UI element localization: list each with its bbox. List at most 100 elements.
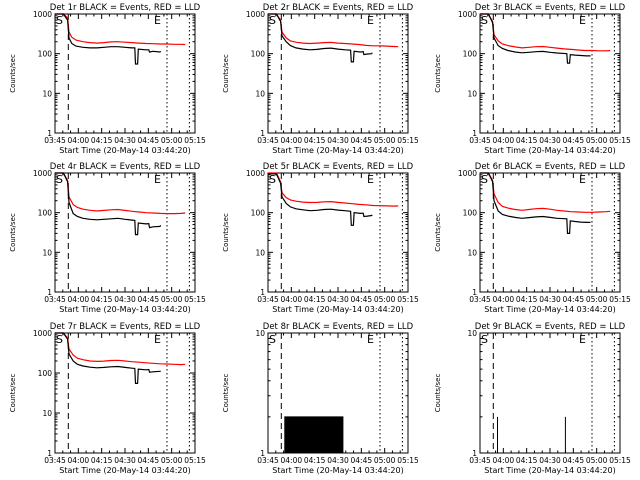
event-rate-line — [480, 13, 591, 64]
y-tick-label: 1 — [47, 129, 52, 138]
y-tick-label: 10 — [42, 409, 52, 418]
x-tick-label: 04:15 — [304, 295, 326, 304]
x-tick-label: 04:15 — [91, 136, 113, 145]
x-axis: 03:45 04:00 04:15 04:30 04:45 05:00 05:15 — [469, 333, 631, 465]
x-tick-label: 04:45 — [351, 456, 373, 465]
x-tick-label: 05:15 — [609, 136, 631, 145]
x-tick-label: 04:00 — [493, 456, 515, 465]
lld-rate-line — [480, 13, 611, 52]
x-tick-label: 05:15 — [184, 136, 206, 145]
x-tick-label: 05:15 — [609, 456, 631, 465]
y-axis-label: Counts/sec — [434, 374, 442, 413]
panel-title: Det 4r BLACK = Events, RED = LLD — [50, 162, 201, 172]
panel-8: Det 8r BLACK = Events, RED = LLD 1 10 Count… — [222, 322, 419, 475]
y-tick-label: 1 — [260, 129, 265, 138]
panel-2: Det 2r BLACK = Events, RED = LLD 1 10 100 10… — [222, 3, 419, 155]
y-tick-label: 1 — [472, 288, 477, 297]
x-tick-label: 04:00 — [281, 456, 303, 465]
event-rate-line — [268, 173, 373, 226]
panel-title: Det 6r BLACK = Events, RED = LLD — [475, 162, 626, 172]
y-axis: 1 10 100 1000 — [33, 10, 195, 138]
x-tick-label: 04:30 — [539, 295, 561, 304]
y-tick-label: 100 — [38, 50, 53, 59]
x-axis-label: Start Time (20-May-14 03:44:20) — [484, 466, 615, 475]
y-axis-label: Counts/sec — [222, 213, 230, 252]
x-tick-label: 04:30 — [539, 456, 561, 465]
x-axis: 03:45 04:00 04:15 04:30 04:45 05:00 05:15 — [469, 173, 631, 304]
plot-frame — [54, 13, 196, 134]
x-tick-label: 04:45 — [138, 295, 160, 304]
panel-title: Det 1r BLACK = Events, RED = LLD — [50, 3, 201, 13]
x-axis-label: Start Time (20-May-14 03:44:20) — [59, 146, 190, 155]
panel-7: Det 7r BLACK = Events, RED = LLD 1 10 100 10… — [9, 322, 206, 475]
y-tick-label: 1 — [260, 449, 265, 458]
y-axis: 1 10 100 1000 — [458, 169, 620, 297]
x-tick-label: 04:45 — [351, 295, 373, 304]
y-tick-label: 1 — [47, 288, 52, 297]
x-tick-label: 04:30 — [114, 456, 136, 465]
x-axis-label: Start Time (20-May-14 03:44:20) — [59, 305, 190, 314]
y-tick-label: 10 — [255, 329, 265, 338]
plot-frame — [267, 13, 409, 134]
y-tick-label: 1000 — [246, 169, 265, 178]
plot-frame — [479, 332, 621, 454]
x-tick-label: 04:30 — [327, 295, 349, 304]
x-tick-label: 05:00 — [374, 456, 396, 465]
end-marker-label: E — [367, 333, 374, 346]
x-axis: 03:45 04:00 04:15 04:30 04:45 05:00 05:15 — [257, 173, 419, 304]
lld-rate-line — [480, 172, 611, 213]
x-tick-label: 04:30 — [114, 136, 136, 145]
x-axis: 03:45 04:00 04:15 04:30 04:45 05:00 05:15 — [44, 173, 206, 304]
x-tick-label: 04:15 — [91, 456, 113, 465]
y-tick-label: 1000 — [33, 10, 52, 19]
start-marker-label: S — [481, 333, 488, 346]
x-tick-label: 04:45 — [138, 456, 160, 465]
plot-frame — [479, 172, 621, 293]
x-tick-label: 03:45 — [469, 136, 491, 145]
x-tick-label: 03:45 — [469, 295, 491, 304]
x-tick-label: 04:15 — [516, 456, 538, 465]
x-tick-label: 05:00 — [586, 456, 608, 465]
lld-rate-line — [55, 13, 186, 46]
lld-rate-line — [55, 332, 186, 366]
end-marker-label: E — [154, 333, 161, 346]
y-axis-label: Counts/sec — [9, 213, 17, 252]
panel-title: Det 7r BLACK = Events, RED = LLD — [50, 322, 201, 332]
panel-1: Det 1r BLACK = Events, RED = LLD 1 10 100 10… — [9, 3, 206, 155]
x-tick-label: 03:45 — [257, 456, 279, 465]
plot-frame — [54, 332, 196, 454]
start-marker-label: S — [269, 14, 276, 27]
end-marker-label: E — [154, 173, 161, 186]
y-axis: 1 10 100 1000 — [33, 169, 195, 297]
plot-frame — [267, 172, 409, 293]
x-tick-label: 05:00 — [374, 136, 396, 145]
x-tick-label: 03:45 — [44, 295, 66, 304]
x-tick-label: 04:30 — [327, 456, 349, 465]
y-axis: 1 10 100 1000 — [33, 329, 195, 458]
x-tick-label: 05:15 — [397, 456, 419, 465]
end-marker-label: E — [579, 14, 586, 27]
end-marker-label: E — [579, 173, 586, 186]
x-axis-label: Start Time (20-May-14 03:44:20) — [272, 305, 403, 314]
x-tick-label: 04:45 — [563, 456, 585, 465]
x-tick-label: 03:45 — [44, 456, 66, 465]
x-tick-label: 04:00 — [281, 295, 303, 304]
x-axis: 03:45 04:00 04:15 04:30 04:45 05:00 05:15 — [44, 333, 206, 465]
plot-frame — [54, 172, 196, 293]
y-tick-label: 1000 — [246, 10, 265, 19]
y-tick-label: 100 — [38, 209, 53, 218]
x-axis-label: Start Time (20-May-14 03:44:20) — [59, 466, 190, 475]
start-marker-label: S — [56, 333, 63, 346]
x-axis: 03:45 04:00 04:15 04:30 04:45 05:00 05:15 — [257, 14, 419, 145]
panel-title: Det 2r BLACK = Events, RED = LLD — [263, 3, 414, 13]
panel-9: Det 9r BLACK = Events, RED = LLD 1 10 Count… — [434, 322, 631, 475]
x-tick-label: 04:15 — [516, 295, 538, 304]
x-tick-label: 04:15 — [516, 136, 538, 145]
x-tick-label: 04:00 — [68, 456, 90, 465]
y-axis-label: Counts/sec — [9, 54, 17, 93]
x-tick-label: 04:15 — [304, 456, 326, 465]
y-tick-label: 1000 — [33, 169, 52, 178]
x-tick-label: 05:00 — [374, 295, 396, 304]
y-tick-label: 100 — [251, 209, 266, 218]
